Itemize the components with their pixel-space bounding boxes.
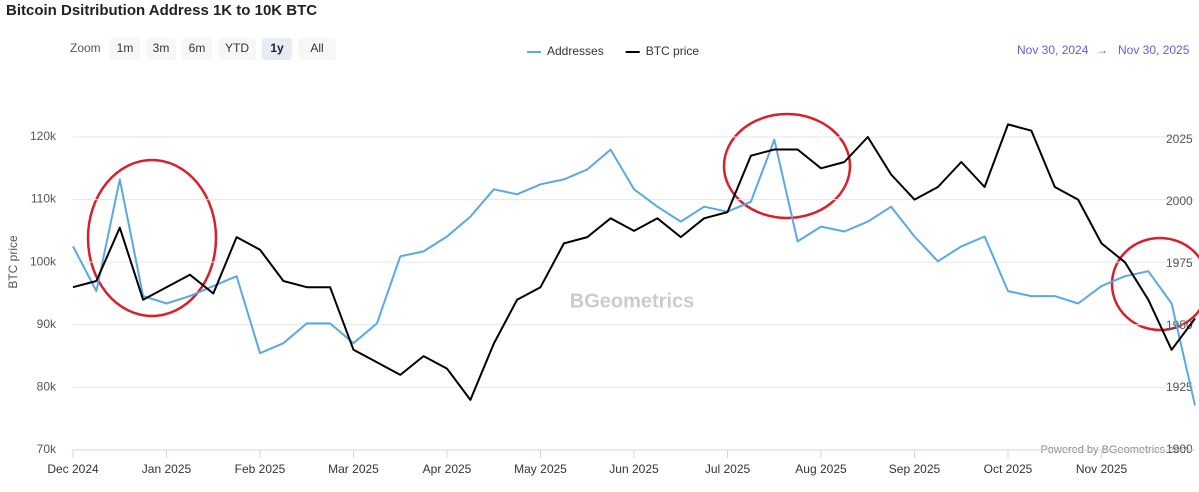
range-button-label[interactable]: 1y: [270, 41, 284, 55]
y2-tick-label: 2025: [1166, 132, 1193, 146]
x-tick-label: Feb 2025: [235, 462, 286, 476]
range-button[interactable]: [110, 38, 140, 60]
y2-tick-label: 1900: [1166, 442, 1193, 456]
y2-tick-label: 2000: [1166, 194, 1193, 208]
watermark: BGeometrics: [570, 290, 695, 312]
range-button[interactable]: [218, 38, 256, 60]
highlight-circle: [722, 112, 852, 220]
range-button-label[interactable]: All: [310, 41, 323, 55]
legend-label[interactable]: BTC price: [646, 44, 700, 58]
series-line: [72, 138, 1196, 406]
y-tick-label: 80k: [37, 380, 57, 394]
range-button-label[interactable]: YTD: [225, 41, 249, 55]
range-button-label[interactable]: 6m: [189, 41, 206, 55]
range-button[interactable]: [182, 38, 212, 60]
range-button-label[interactable]: 1m: [117, 41, 134, 55]
x-tick-label: Oct 2025: [984, 462, 1033, 476]
highlight-circle: [86, 158, 218, 318]
date-arrow: →: [1096, 43, 1108, 57]
y-tick-label: 110k: [31, 192, 57, 206]
series-line: [72, 123, 1196, 401]
x-tick-label: Aug 2025: [795, 462, 847, 476]
y2-tick-label: 1975: [1166, 256, 1193, 270]
y-tick-label: 90k: [37, 317, 57, 331]
y2-tick-label: 1925: [1166, 380, 1193, 394]
date-to: Nov 30, 2025: [1118, 43, 1190, 57]
date-from: Nov 30, 2024: [1017, 43, 1089, 57]
highlight-circle: [1110, 236, 1199, 332]
range-button[interactable]: [298, 38, 336, 60]
x-tick-label: Nov 2025: [1076, 462, 1128, 476]
y-axis-title: BTC price: [6, 235, 20, 289]
zoom-label: Zoom: [70, 41, 101, 55]
x-tick-label: Sep 2025: [889, 462, 941, 476]
y-tick-label: 70k: [37, 442, 57, 456]
range-button[interactable]: [262, 38, 292, 60]
x-tick-label: Jan 2025: [142, 462, 192, 476]
x-tick-label: May 2025: [514, 462, 567, 476]
y-tick-label: 100k: [30, 254, 57, 268]
x-tick-label: Mar 2025: [328, 462, 379, 476]
annotations: [86, 112, 1199, 332]
x-tick-label: Jun 2025: [609, 462, 659, 476]
chart-title: Bitcoin Dsitribution Address 1K to 10K B…: [6, 2, 317, 19]
x-tick-label: Dec 2024: [47, 462, 99, 476]
range-button-label[interactable]: 3m: [153, 41, 170, 55]
range-button[interactable]: [146, 38, 176, 60]
y-tick-label: 120k: [30, 129, 57, 143]
legend-label[interactable]: Addresses: [547, 44, 604, 58]
x-tick-label: Apr 2025: [423, 462, 472, 476]
x-tick-label: Jul 2025: [705, 462, 751, 476]
